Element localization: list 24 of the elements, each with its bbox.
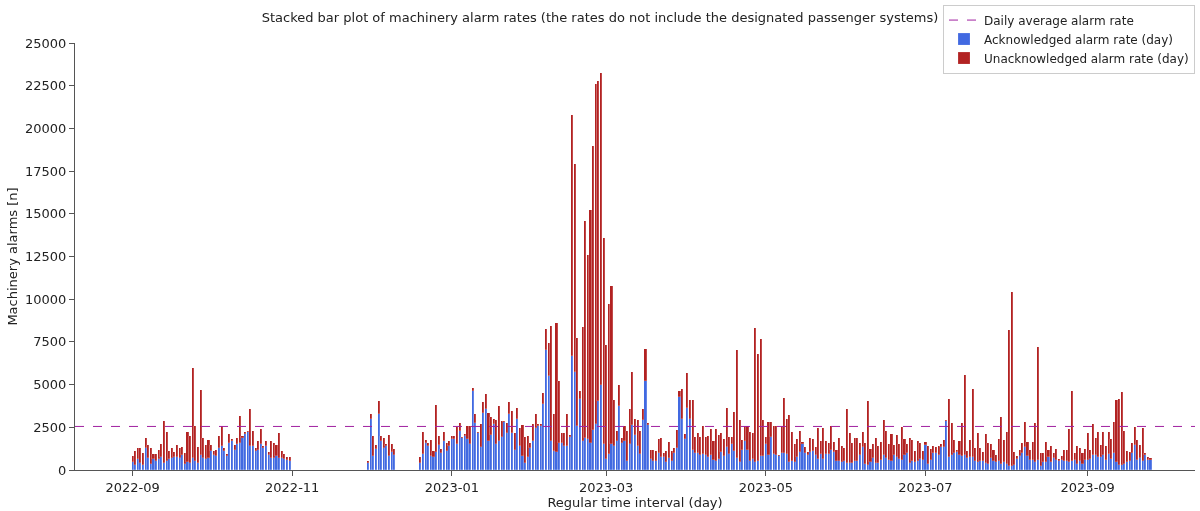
legend-label: Acknowledged alarm rate (day) [984,32,1173,47]
y-tick-label: 15000 [25,206,67,222]
y-tick-label: 2500 [33,419,67,435]
y-tick-label: 7500 [33,334,67,350]
x-tick-label: 2023-01 [424,479,479,495]
chart-title: Stacked bar plot of machinery alarm rates (the rates do not include the designated passenger systems) [261,9,939,25]
x-tick-label: 2023-07 [898,479,953,495]
y-tick-label: 0 [58,462,67,478]
y-tick-label: 12500 [25,249,67,265]
x-tick-label: 2023-09 [1060,479,1115,495]
y-tick-label: 10000 [25,291,67,307]
y-tick-label: 5000 [33,377,67,393]
x-tick-label: 2022-09 [105,479,160,495]
legend-label: Daily average alarm rate [984,13,1134,28]
y-tick-label: 25000 [25,35,67,51]
y-tick-label: 20000 [25,120,67,136]
y-axis-title: Machinery alarms [n] [4,187,20,326]
x-axis-title: Regular time interval (day) [547,494,723,510]
legend-label: Unacknowledged alarm rate (day) [984,51,1189,66]
x-tick-label: 2023-05 [738,479,793,495]
x-tick-label: 2022-11 [265,479,320,495]
y-tick-label: 17500 [25,163,67,179]
y-tick-label: 22500 [25,78,67,94]
x-tick-label: 2023-03 [579,479,634,495]
